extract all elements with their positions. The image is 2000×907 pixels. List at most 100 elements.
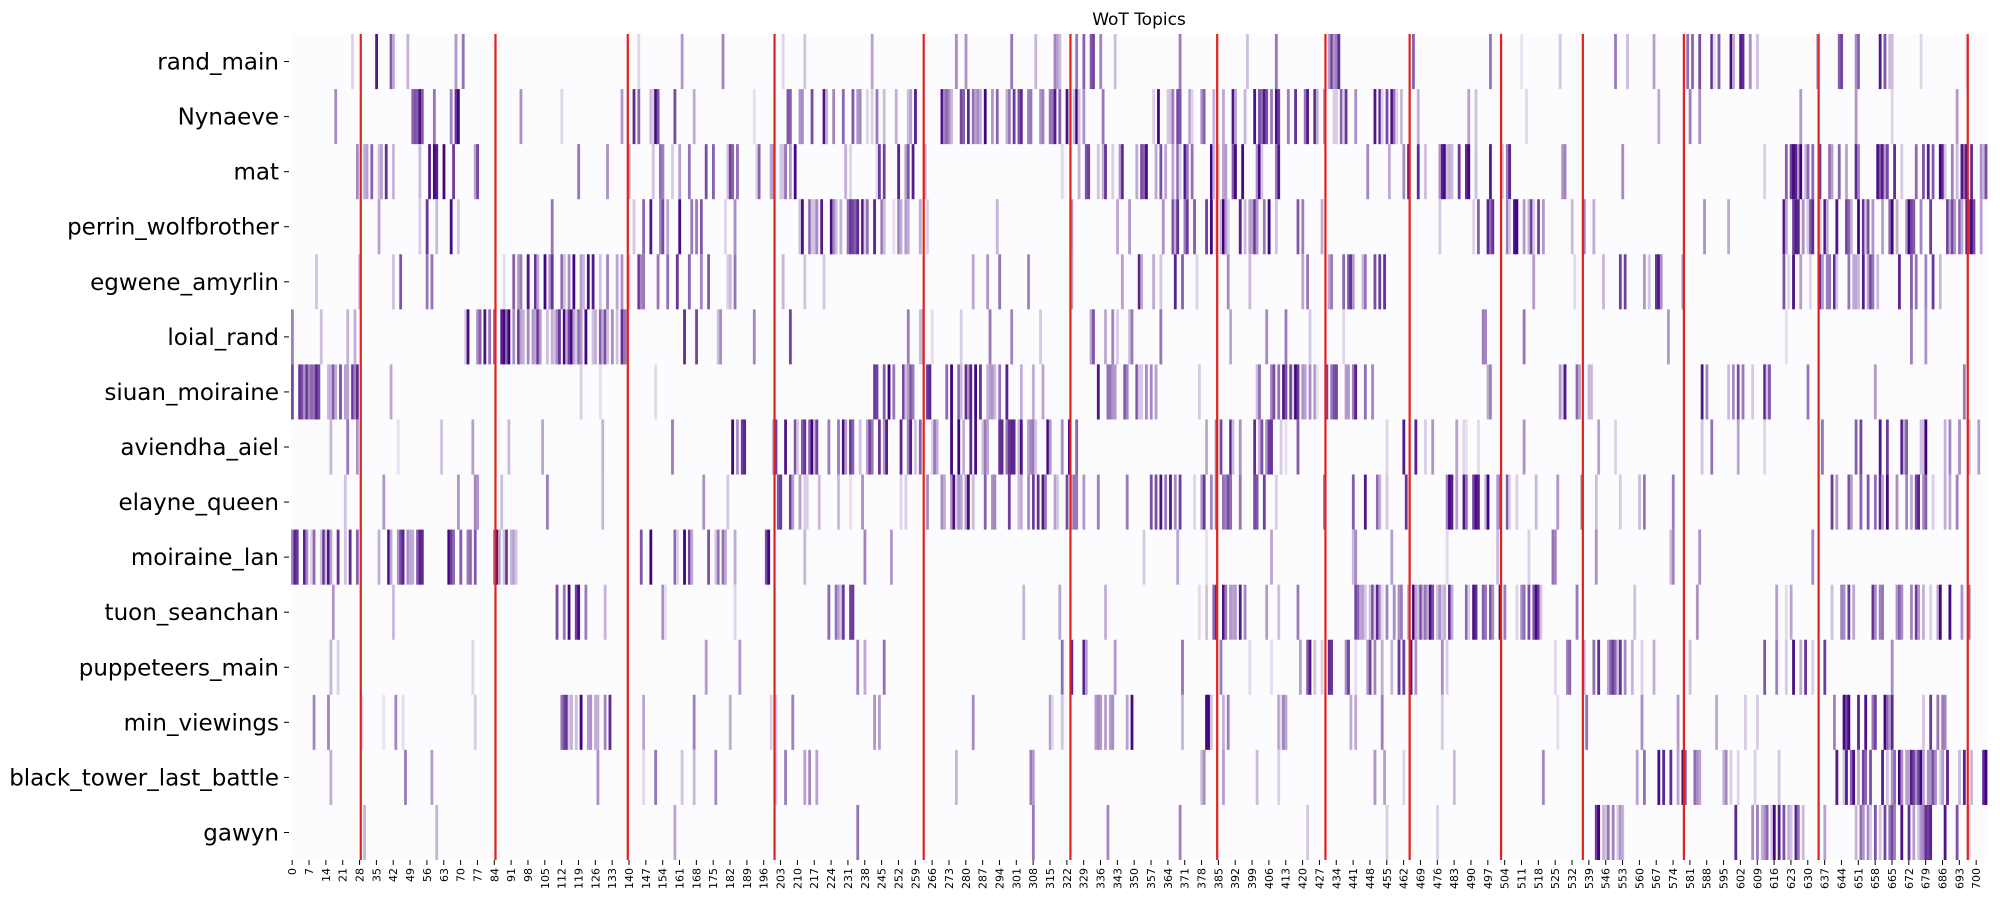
x-tick-label: 623 — [1785, 868, 1798, 889]
heatmap-cell — [1717, 34, 1721, 90]
heatmap-cell — [1438, 144, 1442, 200]
heatmap-cell — [1520, 584, 1524, 640]
heatmap-cell — [384, 144, 388, 200]
heatmap-cell — [466, 309, 470, 365]
heatmap-cell — [1053, 34, 1057, 90]
row-label: loial_rand — [167, 325, 279, 351]
x-tick-label: 567 — [1650, 868, 1663, 889]
heatmap-cell — [1789, 144, 1793, 200]
heatmap-cell — [870, 34, 874, 90]
heatmap-cell — [1539, 584, 1543, 640]
x-tick-label: 665 — [1886, 868, 1899, 889]
heatmap-cell — [969, 419, 973, 475]
heatmap-cell — [788, 309, 792, 365]
heatmap-cell — [1457, 144, 1461, 200]
heatmap-cell — [1019, 419, 1023, 475]
heatmap-cell — [1380, 89, 1384, 145]
heatmap-cell — [1414, 639, 1418, 695]
heatmap-cell — [315, 254, 318, 310]
heatmap-cell — [1125, 694, 1129, 750]
x-tick-label: 378 — [1196, 868, 1209, 889]
heatmap-cell — [1058, 34, 1062, 90]
heatmap-cell — [1917, 749, 1921, 805]
heatmap-cell — [1075, 419, 1079, 475]
heatmap-cell — [1859, 474, 1863, 530]
heatmap-cell — [1955, 144, 1959, 200]
heatmap-cell — [1361, 584, 1365, 640]
x-tick-label: 448 — [1364, 868, 1377, 889]
heatmap-cell — [596, 749, 600, 805]
heatmap-cell — [1657, 89, 1661, 145]
heatmap-cell — [1234, 89, 1237, 145]
heatmap-cell — [1635, 749, 1639, 805]
heatmap-cell — [1857, 199, 1860, 255]
heatmap-cell — [1166, 89, 1170, 145]
heatmap-cell — [586, 694, 590, 750]
heatmap-cell — [639, 529, 643, 585]
heatmap-cell — [661, 584, 665, 640]
heatmap-cell — [546, 309, 549, 365]
heatmap-cell — [1265, 584, 1269, 640]
heatmap-cell — [1503, 584, 1507, 640]
x-tick-label: 0 — [286, 868, 299, 875]
heatmap-cell — [579, 254, 583, 310]
heatmap-cell — [1041, 89, 1045, 145]
heatmap-cell — [1397, 584, 1401, 640]
heatmap-cell — [1592, 639, 1596, 695]
heatmap-cell — [392, 144, 395, 200]
heatmap-cell — [392, 254, 395, 310]
heatmap-cell — [1669, 749, 1673, 805]
heatmap-cell — [1159, 309, 1163, 365]
heatmap-cell — [1823, 199, 1827, 255]
heatmap-cell — [1262, 199, 1266, 255]
heatmap-cell — [632, 89, 636, 145]
heatmap-cell — [1130, 694, 1134, 750]
heatmap-cell — [1313, 89, 1317, 145]
heatmap-cell — [1260, 89, 1264, 145]
heatmap-cell — [1736, 419, 1740, 475]
heatmap-cell — [902, 364, 905, 420]
heatmap-cell — [740, 419, 744, 475]
heatmap-cell — [1597, 419, 1601, 475]
heatmap-cell — [964, 474, 968, 530]
heatmap-cell — [654, 364, 658, 420]
heatmap-cell — [1541, 749, 1545, 805]
x-tick-label: 553 — [1617, 868, 1630, 889]
heatmap-cell — [1031, 804, 1035, 860]
heatmap-cell — [1955, 89, 1959, 145]
heatmap-cell — [1806, 364, 1810, 420]
heatmap-cell — [1193, 474, 1196, 530]
heatmap-cell — [577, 144, 581, 200]
heatmap-cell — [909, 89, 913, 145]
row-label: egwene_amyrlin — [90, 270, 279, 296]
heatmap-cell — [1296, 199, 1300, 255]
heatmap-cell — [1638, 474, 1641, 530]
heatmap-cell — [1414, 584, 1418, 640]
heatmap-cell — [291, 309, 294, 365]
heatmap-cell — [1756, 804, 1759, 860]
heatmap-cell — [909, 419, 913, 475]
heatmap-row-tuon_seanchan — [331, 584, 1971, 640]
x-tick-label: 91 — [505, 868, 518, 882]
heatmap-cell — [974, 89, 978, 145]
heatmap-cell — [784, 144, 787, 200]
heatmap-cell — [1181, 254, 1184, 310]
heatmap-cell — [1431, 584, 1435, 640]
heatmap-cell — [574, 694, 578, 750]
heatmap-cell — [476, 309, 480, 365]
heatmap-cell — [1342, 254, 1346, 310]
heatmap-cell — [1176, 144, 1180, 200]
heatmap-cell — [1878, 419, 1882, 475]
heatmap-cell — [375, 34, 379, 90]
heatmap-cell — [1327, 34, 1331, 90]
heatmap-cell — [1419, 584, 1423, 640]
heatmap-cell — [779, 144, 783, 200]
heatmap-cell — [1274, 144, 1278, 200]
heatmap-cell — [1058, 89, 1062, 145]
heatmap-cell — [1438, 199, 1442, 255]
x-tick-label: 168 — [690, 868, 703, 889]
heatmap-cell — [346, 364, 350, 420]
heatmap-cell — [1137, 364, 1141, 420]
heatmap-cell — [300, 364, 304, 420]
heatmap-cell — [1811, 199, 1815, 255]
